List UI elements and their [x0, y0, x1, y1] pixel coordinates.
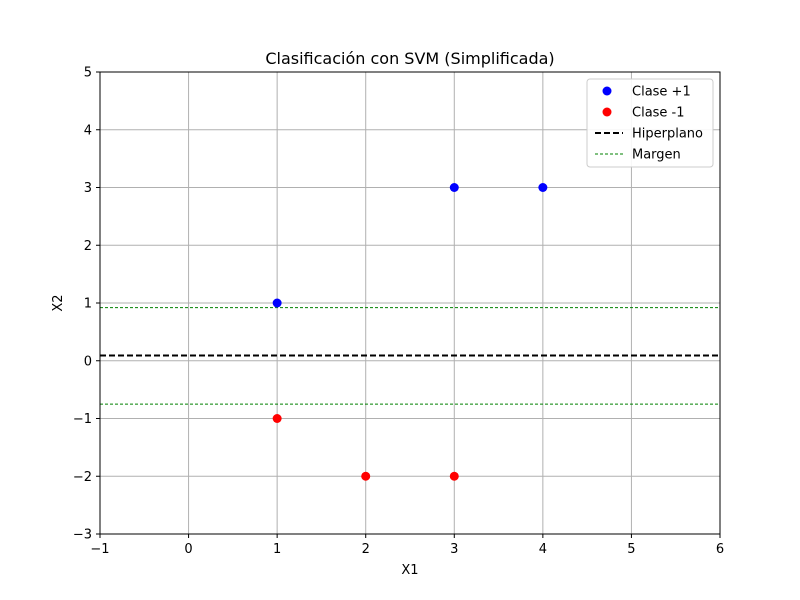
class-pos-point — [449, 183, 459, 192]
chart-title: Clasificación con SVM (Simplificada) — [265, 49, 554, 68]
x-tick-label: 4 — [539, 542, 547, 557]
x-tick-label: 1 — [273, 542, 281, 557]
legend-marker-class-neg — [602, 107, 612, 117]
legend-marker-class-pos — [602, 86, 612, 96]
class-neg-point — [449, 471, 459, 481]
class-pos-point — [538, 183, 548, 192]
legend-label: Clase -1 — [632, 106, 685, 121]
class-neg-point — [272, 414, 282, 423]
y-tick-label: −2 — [73, 470, 92, 485]
x-axis-title: X1 — [401, 563, 418, 578]
y-tick-label: 1 — [84, 297, 92, 312]
x-tick-label: −1 — [90, 542, 109, 557]
x-tick-label: 6 — [716, 542, 724, 557]
legend-label: Hiperplano — [632, 127, 703, 142]
y-tick-label: 3 — [84, 181, 92, 196]
lines — [100, 307, 720, 405]
x-tick-label: 2 — [362, 542, 370, 557]
x-tick-label: 5 — [627, 542, 635, 557]
y-tick-label: 5 — [84, 66, 92, 81]
x-tick-label: 3 — [450, 542, 458, 557]
legend-label: Margen — [632, 148, 681, 163]
legend: Clase +1 Clase -1 Hiperplano Margen — [586, 78, 714, 168]
x-tick-label: 0 — [184, 542, 192, 557]
y-tick-label: −3 — [73, 528, 92, 543]
class-pos-point — [272, 298, 282, 308]
y-tick-label: 0 — [84, 354, 92, 369]
y-tick-label: −1 — [73, 412, 92, 427]
y-tick-label: 2 — [84, 239, 92, 254]
legend-box — [586, 78, 714, 168]
class-neg-point — [361, 471, 371, 481]
legend-label: Clase +1 — [632, 85, 691, 100]
ticks: −1 0 1 2 3 4 5 6 −3 −2 −1 0 1 2 3 4 5 — [73, 66, 724, 558]
y-axis-title: X2 — [51, 294, 66, 311]
data-points — [272, 183, 548, 481]
y-tick-label: 4 — [84, 123, 92, 138]
